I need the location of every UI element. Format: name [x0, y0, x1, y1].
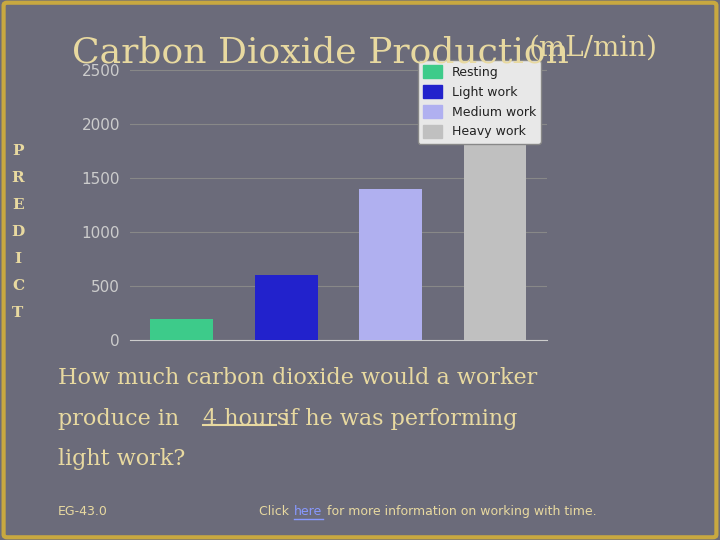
Text: 4 hours: 4 hours [203, 408, 289, 430]
Legend: Resting, Light work, Medium work, Heavy work: Resting, Light work, Medium work, Heavy … [418, 60, 541, 144]
Text: Click: Click [259, 505, 293, 518]
Text: How much carbon dioxide would a worker: How much carbon dioxide would a worker [58, 367, 537, 389]
Bar [150, 319, 213, 340]
Text: P: P [12, 144, 24, 158]
Bar [464, 81, 526, 340]
Text: R: R [12, 171, 24, 185]
Bar [255, 275, 318, 340]
Text: T: T [12, 306, 24, 320]
Text: for more information on working with time.: for more information on working with tim… [323, 505, 596, 518]
Text: I: I [14, 252, 22, 266]
Text: E: E [12, 198, 24, 212]
Text: here: here [294, 505, 322, 518]
Text: D: D [12, 225, 24, 239]
Text: light work?: light work? [58, 448, 185, 470]
Text: if he was performing: if he was performing [276, 408, 517, 430]
Text: Carbon Dioxide Production: Carbon Dioxide Production [72, 35, 569, 69]
Bar [359, 189, 422, 340]
Text: (mL/min): (mL/min) [529, 35, 658, 62]
Text: C: C [12, 279, 24, 293]
Text: produce in: produce in [58, 408, 186, 430]
Text: EG-43.0: EG-43.0 [58, 505, 107, 518]
